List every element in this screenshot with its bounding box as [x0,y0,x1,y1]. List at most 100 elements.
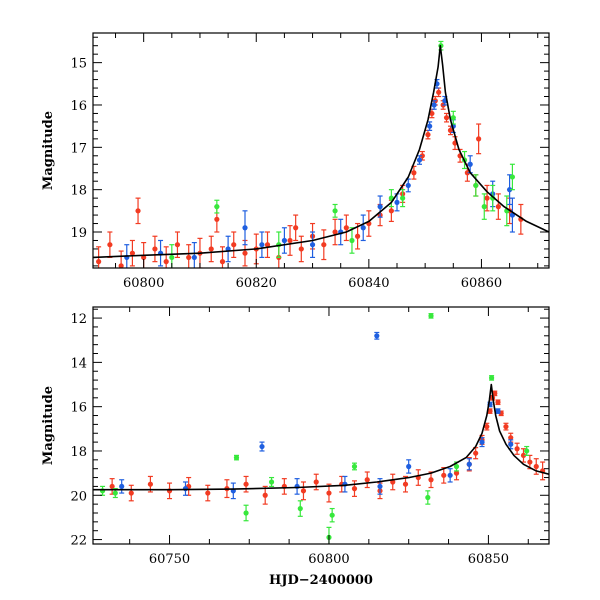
marker [259,242,265,248]
marker [343,225,349,231]
data-point [124,244,130,268]
y-tick-label: 16 [70,99,87,114]
data-point [129,239,136,267]
data-point [442,95,448,106]
marker [135,208,141,214]
data-point [374,331,380,340]
marker [495,204,501,210]
data-point [208,235,214,263]
marker [509,174,516,180]
data-point [406,459,412,474]
marker [128,490,134,496]
plot-frame [92,32,550,269]
data-point [509,163,516,191]
marker [264,242,271,248]
marker [402,481,409,487]
data-point [259,231,265,259]
y-axis-label: Magnitude [41,386,56,465]
marker [107,242,113,248]
marker [508,441,514,447]
marker [112,490,118,496]
x-tick-label: 60850 [468,552,509,567]
marker [487,408,493,414]
data-point [268,476,275,488]
data-point [135,197,141,225]
data-point [186,476,192,496]
marker [441,472,447,478]
series-1 [109,390,546,505]
data-point [354,222,361,250]
marker [152,246,158,252]
data-point [233,454,240,461]
marker [147,481,153,487]
y-tick-label: 20 [70,489,87,504]
marker [332,208,338,214]
data-point [300,481,307,501]
marker [186,254,192,261]
data-point [298,235,304,263]
data-point [152,235,158,263]
marker [453,463,460,470]
data-point [174,231,181,259]
plot-area [93,40,549,268]
marker [514,446,520,452]
model-curve [93,383,549,491]
panel-2: 60750 60800 60850 12 14 16 18 20 22 Magnitude HJD−… [41,306,550,588]
data-point [441,466,447,484]
marker [169,254,175,261]
data-point [492,390,498,397]
marker [119,483,125,490]
marker [492,390,498,396]
marker [479,439,485,445]
data-point [329,507,335,523]
x-axis-label: HJD−2400000 [269,573,373,588]
data-point [99,485,106,496]
marker [182,486,189,492]
marker [109,483,115,490]
marker [243,481,249,487]
marker [428,313,434,319]
marker [450,115,456,121]
data-point [425,490,431,505]
marker [351,463,358,470]
data-point [243,504,249,522]
marker [377,483,383,490]
data-point [96,246,102,268]
data-point [326,483,332,503]
data-point [351,480,358,497]
marker [520,452,527,459]
data-point [416,155,423,165]
data-point [321,229,327,261]
marker [481,204,487,210]
data-point [342,475,348,493]
data-point [481,193,487,220]
data-point [182,481,189,496]
marker [321,242,327,248]
data-point [338,218,344,246]
marker [503,424,509,430]
data-point [309,231,316,259]
marker [219,259,226,265]
marker [447,472,453,478]
data-point [377,195,383,218]
marker [332,229,338,235]
marker [425,494,431,501]
data-point [518,203,524,235]
marker [431,102,437,108]
marker [233,455,240,461]
data-point [504,195,510,227]
marker [287,237,293,244]
marker [214,204,220,210]
data-point [281,478,287,495]
marker [309,242,316,248]
data-point [264,231,271,259]
marker [466,461,472,467]
x-tick-label: 60860 [461,276,502,291]
marker [191,254,197,261]
data-point [119,479,125,494]
data-point [428,313,434,319]
marker [453,470,460,476]
marker [405,182,411,189]
marker [174,242,181,248]
